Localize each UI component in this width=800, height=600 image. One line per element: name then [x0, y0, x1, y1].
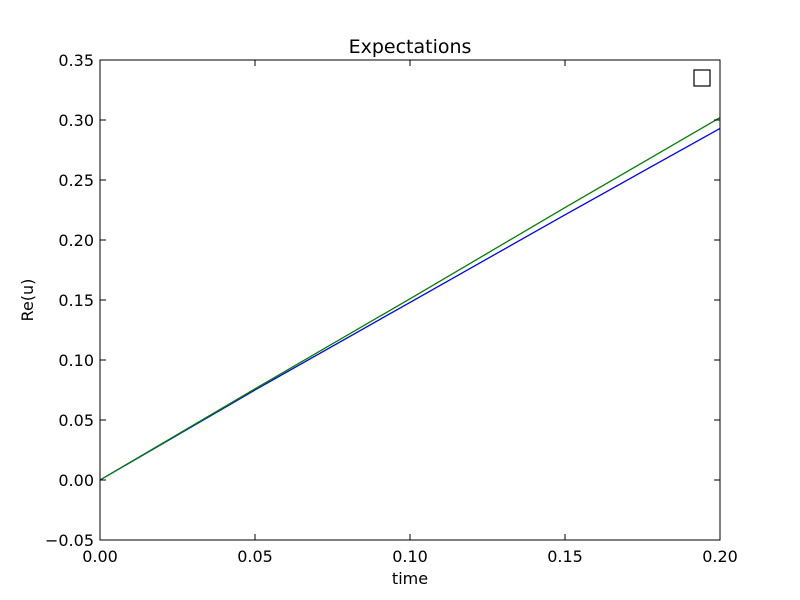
y-tick-label: 0.10 [58, 351, 94, 370]
x-tick-label: 0.10 [392, 547, 428, 566]
x-axis-label: time [392, 569, 428, 588]
y-tick-label: 0.00 [58, 471, 94, 490]
ticks-layer: 0.00 0.05 0.10 0.15 0.20−0.050.000.050.100.1… [45, 51, 738, 566]
y-tick-label: 0.05 [58, 411, 94, 430]
series-line-1 [99, 127, 721, 481]
y-tick-label: 0.25 [58, 171, 94, 190]
x-tick-label: 0.20 [702, 547, 738, 566]
x-tick-label: 0.05 [237, 547, 273, 566]
x-tick-label: 0.15 [547, 547, 583, 566]
y-axis-label: Re(u) [18, 279, 37, 322]
y-tick-label: 0.35 [58, 51, 94, 70]
y-tick-label: 0.15 [58, 291, 94, 310]
series-layer [99, 117, 721, 481]
x-tick-label: 0.00 [82, 547, 118, 566]
y-tick-label: 0.30 [58, 111, 94, 130]
chart-title: Expectations [349, 36, 472, 58]
legend-box[interactable] [693, 69, 711, 87]
series-line-2 [99, 117, 721, 481]
y-tick-label: −0.05 [45, 531, 94, 550]
y-tick-label: 0.20 [58, 231, 94, 250]
